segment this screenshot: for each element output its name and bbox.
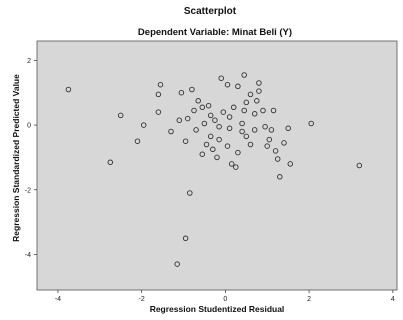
scatter-point xyxy=(176,117,183,123)
scatter-point xyxy=(266,136,273,143)
scatter-point xyxy=(210,146,216,153)
scatter-point xyxy=(184,115,191,122)
scatter-point xyxy=(239,128,245,135)
scatter-point xyxy=(230,104,237,111)
scatter-point xyxy=(216,123,222,130)
scatter-point xyxy=(247,141,254,148)
scatter-point xyxy=(203,141,210,148)
scatter-point xyxy=(191,107,197,114)
scatter-point xyxy=(117,112,124,119)
x-tick-label: -2 xyxy=(139,296,145,303)
scatter-point xyxy=(168,128,174,135)
scatter-point xyxy=(308,120,314,127)
scatter-point xyxy=(220,109,227,115)
scatter-point xyxy=(65,86,72,93)
scatter-point xyxy=(174,261,180,267)
scatter-point xyxy=(270,107,277,114)
scatter-point xyxy=(233,164,239,170)
scatter-point xyxy=(224,143,231,149)
scatter-point xyxy=(241,72,247,78)
scatter-point xyxy=(285,125,291,132)
scatter-point xyxy=(207,133,214,140)
plot-area xyxy=(36,40,398,291)
scatter-point xyxy=(187,190,193,196)
scatter-point xyxy=(287,161,294,167)
scatter-point xyxy=(140,122,147,128)
x-tick-label: 0 xyxy=(223,296,227,303)
x-tick-label: -4 xyxy=(55,296,61,303)
scatter-point xyxy=(218,75,224,81)
scatter-point xyxy=(260,107,266,114)
scatter-point xyxy=(243,99,250,106)
scatter-point xyxy=(251,127,258,133)
scatter-point xyxy=(195,98,201,104)
scatter-point xyxy=(189,86,195,93)
scatter-point xyxy=(256,88,262,94)
scatter-point xyxy=(182,235,189,242)
scatter-point xyxy=(178,89,185,96)
scatter-point xyxy=(193,127,199,133)
scatter-point xyxy=(256,80,262,86)
axis-ticks: -4 -2 0 2 4 -4 -2 0 2 xyxy=(25,58,395,303)
y-axis-label: Regression Standardized Predicted Value xyxy=(11,74,21,242)
scatter-point xyxy=(224,81,231,88)
scatter-point xyxy=(268,127,275,133)
scatter-point xyxy=(199,104,206,111)
y-tick-label: 2 xyxy=(27,58,31,65)
scatter-point xyxy=(182,138,189,144)
scatter-point xyxy=(134,138,141,144)
x-tick-label: 4 xyxy=(391,296,395,303)
scatter-point xyxy=(277,174,283,180)
scatter-point xyxy=(107,159,114,166)
scatter-point xyxy=(243,133,250,140)
scatter-point xyxy=(272,148,279,154)
scatter-point xyxy=(207,112,214,119)
data-points xyxy=(65,72,363,267)
scatter-point xyxy=(356,162,363,169)
scatter-point xyxy=(201,120,208,127)
scatter-point xyxy=(155,109,162,115)
y-tick-label: 0 xyxy=(27,123,31,130)
scatter-point xyxy=(216,136,222,143)
y-tick-label: -4 xyxy=(25,252,31,259)
scatter-point xyxy=(262,123,268,130)
scatter-point xyxy=(157,81,164,88)
scatter-point xyxy=(235,83,241,90)
scatter-point xyxy=(239,120,245,127)
scatter-point xyxy=(214,154,220,161)
scatter-point xyxy=(264,143,270,149)
chart-title: Scatterplot xyxy=(184,6,237,17)
scatter-point xyxy=(247,91,254,98)
scatter-point xyxy=(226,114,233,120)
scatter-point xyxy=(199,151,206,157)
chart-subtitle: Dependent Variable: Minat Beli (Y) xyxy=(138,27,292,38)
scatter-point xyxy=(281,140,287,146)
scatter-point xyxy=(254,98,260,104)
x-axis-label: Regression Studentized Residual xyxy=(150,304,285,314)
scatter-point xyxy=(251,111,258,117)
scatter-point xyxy=(274,156,281,162)
y-tick-label: -2 xyxy=(25,187,31,194)
scatter-point xyxy=(235,149,241,156)
scatter-point xyxy=(212,117,218,123)
scatter-point xyxy=(226,125,233,132)
scatter-point xyxy=(205,102,212,109)
scatter-point xyxy=(155,91,162,98)
x-tick-label: 2 xyxy=(307,296,311,303)
scatter-point xyxy=(228,161,235,167)
scatter-point xyxy=(241,107,247,114)
